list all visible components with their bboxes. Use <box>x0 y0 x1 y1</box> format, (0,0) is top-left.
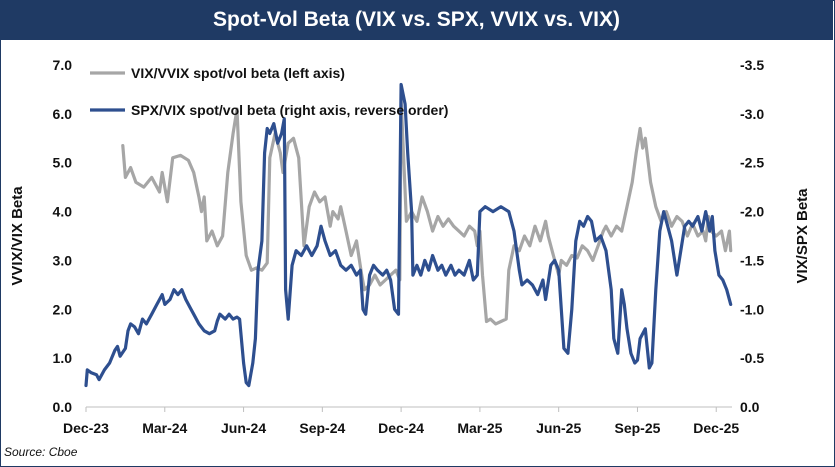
x-tick-label: Dec-24 <box>378 420 424 436</box>
y-right-tick-label: -2.0 <box>740 204 764 220</box>
y-left-tick-label: 1.0 <box>53 350 73 366</box>
series-line-spx-vix-beta <box>84 82 733 388</box>
y-left-axis-title: VVIX/VIX Beta <box>9 186 26 286</box>
y-right-axis-title: VIX/SPX Beta <box>794 188 811 284</box>
x-tick-label: Jun-25 <box>536 420 581 436</box>
source-note: Source: Cboe <box>4 445 78 459</box>
axes-layer: 0.0 1.0 2.0 3.0 4.0 5.0 6.0 7.0 0.0 -0.5 -1.0 -1.5 -… <box>9 57 811 436</box>
y-right-tick-label: 0.0 <box>740 399 760 415</box>
y-left-tick-label: 4.0 <box>53 204 73 220</box>
y-right-tick-label: -3.5 <box>740 57 764 73</box>
legend: VIX/VVIX spot/vol beta (left axis) SPX/VI… <box>90 65 448 118</box>
y-left-tick-label: 0.0 <box>53 399 73 415</box>
y-left-tick-label: 3.0 <box>53 252 73 268</box>
x-tick-label: Dec-25 <box>693 420 739 436</box>
x-tick-label: Sep-24 <box>299 420 345 436</box>
x-tick-label: Jun-24 <box>221 420 266 436</box>
series-line-vix-vvix-beta <box>121 97 733 326</box>
chart-title: Spot-Vol Beta (VIX vs. SPX, VVIX vs. VIX… <box>213 8 620 31</box>
x-tick-label: Mar-24 <box>142 420 187 436</box>
title-bar <box>0 0 833 40</box>
y-right-tick-label: -1.5 <box>740 252 764 268</box>
y-left-tick-label: 5.0 <box>53 155 73 171</box>
y-right-tick-label: -1.0 <box>740 301 764 317</box>
legend-label: SPX/VIX spot/vol beta (right axis, rever… <box>131 102 448 118</box>
x-tick-label: Mar-25 <box>457 420 502 436</box>
x-tick-label: Dec-23 <box>63 420 109 436</box>
x-tick-label: Sep-25 <box>615 420 661 436</box>
legend-label: VIX/VVIX spot/vol beta (left axis) <box>131 65 345 81</box>
y-right-tick-label: -0.5 <box>740 350 764 366</box>
y-right-tick-label: -2.5 <box>740 155 764 171</box>
series-layer <box>84 82 733 388</box>
y-right-tick-label: -3.0 <box>740 106 764 122</box>
y-left-tick-label: 6.0 <box>53 106 73 122</box>
y-left-tick-label: 2.0 <box>53 301 73 317</box>
y-left-tick-label: 7.0 <box>53 57 73 73</box>
